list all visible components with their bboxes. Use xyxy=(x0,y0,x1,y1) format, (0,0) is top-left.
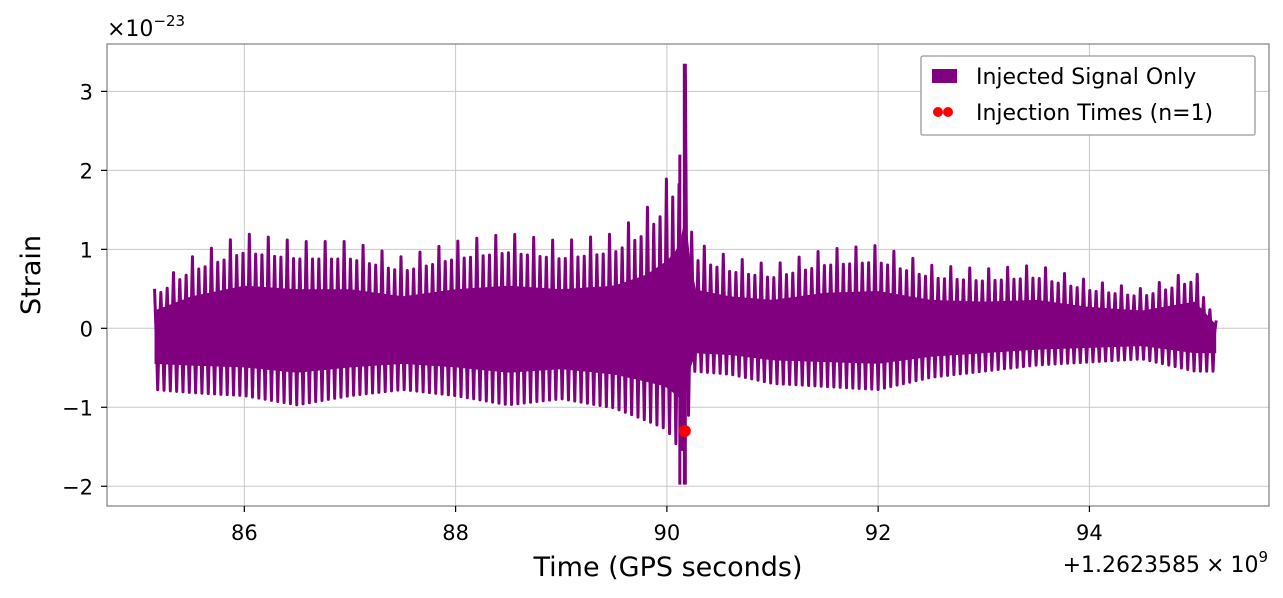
x-offset-base: 10 xyxy=(1230,553,1258,578)
y-multiplier-base: ×10 xyxy=(107,17,153,42)
legend-marker-injection-times xyxy=(933,107,943,117)
x-axis-label: Time (GPS seconds) xyxy=(532,552,802,583)
x-offset-times: × xyxy=(1206,553,1224,578)
y-tick-label: 3 xyxy=(80,80,93,104)
y-tick-label: 0 xyxy=(80,317,93,341)
y-axis-ticks: −2 −1 0 1 2 3 xyxy=(62,80,107,499)
plot-area xyxy=(153,63,1218,485)
plot-frame xyxy=(106,43,1270,507)
y-axis-label: Strain xyxy=(16,235,47,315)
legend-swatch-injected-signal xyxy=(932,69,957,83)
injection-time-point xyxy=(678,424,691,437)
x-axis-ticks: 86 88 90 92 94 xyxy=(231,506,1103,545)
y-tick-label: 1 xyxy=(80,238,93,262)
x-offset-value: +1.2623585 xyxy=(1063,553,1200,578)
y-tick-label: −2 xyxy=(62,475,93,499)
legend-label-injection-times: Injection Times (n=1) xyxy=(976,101,1213,126)
y-multiplier-exponent: −23 xyxy=(153,12,185,30)
x-axis-offset: +1.2623585 × 109 xyxy=(1063,548,1268,578)
legend-marker-injection-times xyxy=(943,107,953,117)
x-tick-label: 94 xyxy=(1076,521,1103,545)
x-tick-label: 86 xyxy=(231,521,258,545)
legend: Injected Signal Only Injection Times (n=… xyxy=(920,55,1256,136)
y-axis-multiplier: ×10−23 xyxy=(107,12,185,42)
legend-box xyxy=(920,55,1256,136)
x-tick-label: 92 xyxy=(865,521,892,545)
x-tick-label: 90 xyxy=(654,521,681,545)
x-tick-label: 88 xyxy=(442,521,469,545)
x-offset-exponent: 9 xyxy=(1258,548,1268,566)
y-tick-label: 2 xyxy=(80,159,93,183)
y-tick-label: −1 xyxy=(62,396,93,420)
legend-label-injected-signal: Injected Signal Only xyxy=(976,65,1196,90)
